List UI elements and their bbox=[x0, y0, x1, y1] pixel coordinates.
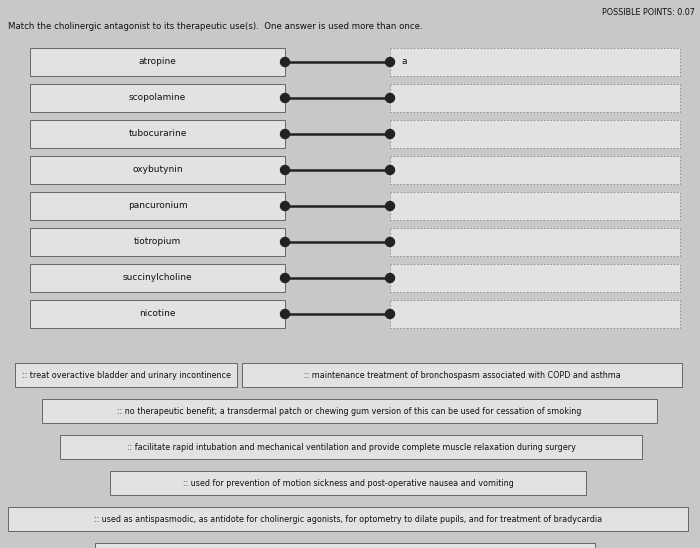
Text: atropine: atropine bbox=[139, 58, 176, 66]
FancyBboxPatch shape bbox=[30, 228, 285, 256]
Circle shape bbox=[281, 94, 290, 102]
Text: scopolamine: scopolamine bbox=[129, 94, 186, 102]
Text: :: no therapeutic benefit; a transdermal patch or chewing gum version of this ca: :: no therapeutic benefit; a transdermal… bbox=[118, 407, 582, 415]
FancyBboxPatch shape bbox=[30, 120, 285, 148]
FancyBboxPatch shape bbox=[390, 120, 680, 148]
FancyBboxPatch shape bbox=[390, 228, 680, 256]
FancyBboxPatch shape bbox=[30, 84, 285, 112]
Circle shape bbox=[386, 273, 395, 283]
FancyBboxPatch shape bbox=[30, 264, 285, 292]
FancyBboxPatch shape bbox=[390, 192, 680, 220]
FancyBboxPatch shape bbox=[42, 399, 657, 423]
FancyBboxPatch shape bbox=[8, 507, 688, 531]
Circle shape bbox=[281, 129, 290, 139]
Circle shape bbox=[281, 310, 290, 318]
FancyBboxPatch shape bbox=[110, 471, 586, 495]
FancyBboxPatch shape bbox=[390, 300, 680, 328]
Text: :: maintenance treatment of bronchospasm associated with COPD and asthma: :: maintenance treatment of bronchospasm… bbox=[304, 370, 620, 380]
Circle shape bbox=[281, 237, 290, 247]
Circle shape bbox=[386, 310, 395, 318]
Text: tubocurarine: tubocurarine bbox=[128, 129, 187, 139]
Circle shape bbox=[281, 202, 290, 210]
FancyBboxPatch shape bbox=[390, 84, 680, 112]
Text: a: a bbox=[402, 58, 407, 66]
Text: :: treat overactive bladder and urinary incontinence: :: treat overactive bladder and urinary … bbox=[22, 370, 230, 380]
Text: oxybutynin: oxybutynin bbox=[132, 165, 183, 174]
FancyBboxPatch shape bbox=[30, 156, 285, 184]
Text: nicotine: nicotine bbox=[139, 310, 176, 318]
Circle shape bbox=[281, 273, 290, 283]
Circle shape bbox=[386, 94, 395, 102]
Circle shape bbox=[386, 58, 395, 66]
FancyBboxPatch shape bbox=[390, 156, 680, 184]
FancyBboxPatch shape bbox=[30, 192, 285, 220]
Text: :: facilitate rapid intubation and mechanical ventilation and provide complete m: :: facilitate rapid intubation and mecha… bbox=[127, 442, 575, 452]
Text: :: used as antispasmodic, as antidote for cholinergic agonists, for optometry to: :: used as antispasmodic, as antidote fo… bbox=[94, 515, 602, 523]
FancyBboxPatch shape bbox=[242, 363, 682, 387]
FancyBboxPatch shape bbox=[15, 363, 237, 387]
Circle shape bbox=[281, 165, 290, 174]
FancyBboxPatch shape bbox=[390, 48, 680, 76]
Text: POSSIBLE POINTS: 0.07: POSSIBLE POINTS: 0.07 bbox=[602, 8, 695, 17]
Text: pancuronium: pancuronium bbox=[127, 202, 188, 210]
Text: succinylcholine: succinylcholine bbox=[122, 273, 192, 283]
Circle shape bbox=[386, 202, 395, 210]
Circle shape bbox=[386, 129, 395, 139]
FancyBboxPatch shape bbox=[95, 543, 595, 548]
Circle shape bbox=[386, 165, 395, 174]
FancyBboxPatch shape bbox=[30, 300, 285, 328]
Circle shape bbox=[281, 58, 290, 66]
Text: tiotropium: tiotropium bbox=[134, 237, 181, 247]
FancyBboxPatch shape bbox=[30, 48, 285, 76]
FancyBboxPatch shape bbox=[60, 435, 642, 459]
Text: :: used for prevention of motion sickness and post-operative nausea and vomiting: :: used for prevention of motion sicknes… bbox=[183, 478, 513, 488]
Text: Match the cholinergic antagonist to its therapeutic use(s).  One answer is used : Match the cholinergic antagonist to its … bbox=[8, 22, 423, 31]
FancyBboxPatch shape bbox=[390, 264, 680, 292]
Circle shape bbox=[386, 237, 395, 247]
